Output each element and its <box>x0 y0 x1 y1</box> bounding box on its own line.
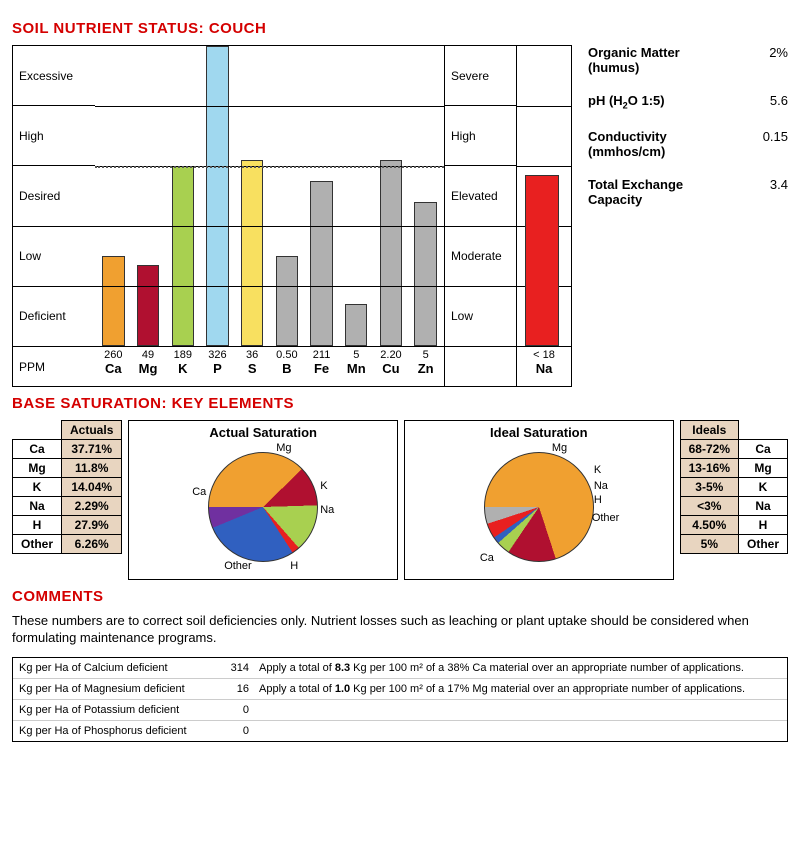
ppm-cell: 2.20Cu <box>377 349 406 386</box>
reading-row: pH (H2O 1:5)5.6 <box>588 93 788 111</box>
deficiency-row: Kg per Ha of Potassium deficient0 <box>13 700 787 721</box>
comments-text: These numbers are to correct soil defici… <box>12 613 788 647</box>
ppm-cell: 49Mg <box>134 349 163 386</box>
bar-zn <box>414 202 436 346</box>
pie-label: H <box>594 494 602 506</box>
ppm-cell: 36S <box>238 349 267 386</box>
nutrient-status-title: SOIL NUTRIENT STATUS: COUCH <box>12 20 788 37</box>
actual-pie-box: Actual Saturation Mg K Na H Other Ca <box>128 420 398 580</box>
zone-label: Moderate <box>445 227 516 287</box>
bar-mg <box>137 265 159 346</box>
nutrient-block: ExcessiveHighDesiredLowDeficient SevereH… <box>12 45 788 387</box>
bar-fe <box>310 181 332 346</box>
comments-title: COMMENTS <box>12 588 788 605</box>
base-saturation-block: ActualsCa37.71%Mg11.8%K14.04%Na2.29%H27.… <box>12 420 788 580</box>
zone-label: High <box>445 106 516 166</box>
bar-ca <box>102 256 124 346</box>
zone-label: Low <box>445 287 516 346</box>
pie-label: Na <box>594 480 608 492</box>
ideal-pie-title: Ideal Saturation <box>411 425 667 440</box>
zone-label: High <box>13 106 95 166</box>
pie-label: Mg <box>276 442 291 454</box>
pie-label: Na <box>320 504 334 516</box>
ppm-cell: 5Mn <box>342 349 371 386</box>
bar-mn <box>345 304 367 346</box>
bar-b <box>276 256 298 346</box>
nutrient-chart: ExcessiveHighDesiredLowDeficient SevereH… <box>12 45 572 387</box>
bar-k <box>172 166 194 346</box>
ppm-cell: 189K <box>168 349 197 386</box>
ppm-cell: 260Ca <box>99 349 128 386</box>
actuals-table: ActualsCa37.71%Mg11.8%K14.04%Na2.29%H27.… <box>12 420 122 554</box>
pie-label: Ca <box>192 486 206 498</box>
deficiency-table: Kg per Ha of Calcium deficient314Apply a… <box>12 657 788 742</box>
base-saturation-title: BASE SATURATION: KEY ELEMENTS <box>12 395 788 412</box>
pie-label: Mg <box>552 442 567 454</box>
reading-row: Organic Matter (humus)2% <box>588 45 788 75</box>
ideals-table: Ideals68-72%Ca13-16%Mg3-5%K<3%Na4.50%H5%… <box>680 420 788 554</box>
deficiency-row: Kg per Ha of Magnesium deficient16Apply … <box>13 679 787 700</box>
reading-row: Conductivity (mmhos/cm)0.15 <box>588 129 788 159</box>
side-readings: Organic Matter (humus)2% pH (H2O 1:5)5.6 C… <box>588 45 788 387</box>
zone-label: Desired <box>13 166 95 226</box>
ppm-label: PPM <box>13 347 95 386</box>
ppm-cell: 211Fe <box>307 349 336 386</box>
reading-row: Total Exchange Capacity3.4 <box>588 177 788 207</box>
pie-label: H <box>290 560 298 572</box>
pie-label: Other <box>224 560 252 572</box>
pie-label: K <box>320 480 327 492</box>
pie-label: K <box>594 464 601 476</box>
pie-label: Ca <box>480 552 494 564</box>
bar-p <box>206 46 228 346</box>
zone-label: Low <box>13 227 95 287</box>
zone-label: Severe <box>445 46 516 106</box>
ppm-cell: 5Zn <box>411 349 440 386</box>
ideal-pie-box: Ideal Saturation Mg K Na H Other Ca <box>404 420 674 580</box>
deficiency-row: Kg per Ha of Calcium deficient314Apply a… <box>13 658 787 679</box>
bar-cu <box>380 160 402 346</box>
ppm-cell: 326P <box>203 349 232 386</box>
actual-pie-title: Actual Saturation <box>135 425 391 440</box>
pie-label: Other <box>592 512 620 524</box>
bar-s <box>241 160 263 346</box>
bar-na <box>525 175 559 346</box>
zone-label: Excessive <box>13 46 95 106</box>
deficiency-row: Kg per Ha of Phosphorus deficient0 <box>13 721 787 741</box>
zone-label: Deficient <box>13 287 95 346</box>
ppm-cell: 0.50B <box>273 349 302 386</box>
zone-label: Elevated <box>445 166 516 226</box>
